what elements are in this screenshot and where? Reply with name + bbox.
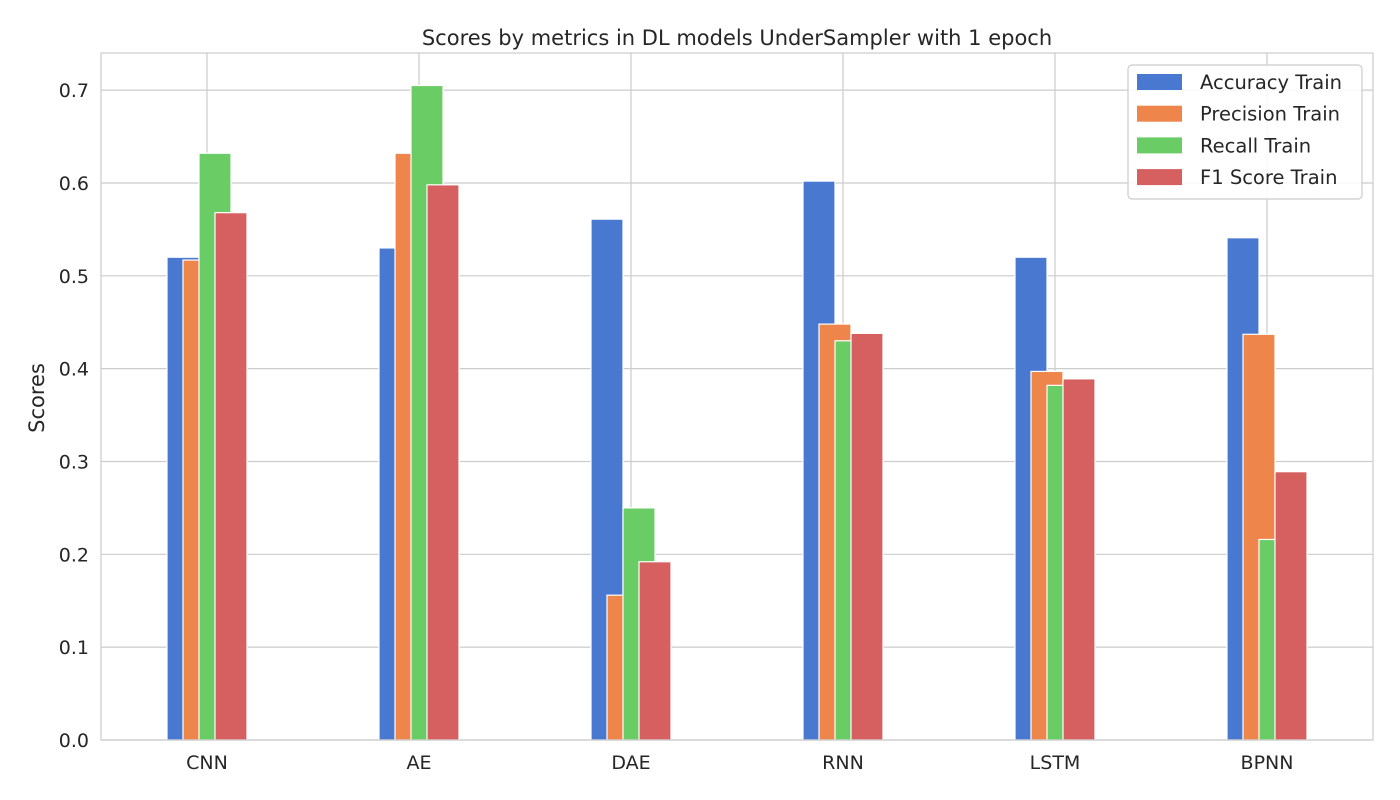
x-tick-label: AE: [406, 752, 431, 774]
x-tick-label: BPNN: [1241, 752, 1294, 774]
legend: Accuracy Train Precision Train Recall Trai…: [1127, 64, 1363, 200]
x-tick-label: DAE: [611, 752, 650, 774]
bar: [1062, 378, 1096, 741]
y-tick-label: 0.3: [59, 451, 89, 473]
legend-swatch: [1137, 169, 1182, 186]
y-tick-label: 0.2: [59, 544, 89, 566]
chart-title: Scores by metrics in DL models UnderSamp…: [422, 26, 1052, 50]
y-tick-label: 0.0: [59, 730, 89, 752]
bar: [638, 561, 672, 741]
bar: [850, 332, 884, 741]
x-tick-label: RNN: [822, 752, 864, 774]
bar: [1274, 471, 1308, 741]
legend-swatch: [1137, 105, 1182, 122]
legend-label: Accuracy Train: [1200, 71, 1342, 94]
x-tick-label: CNN: [186, 752, 228, 774]
y-tick-label: 0.5: [59, 266, 89, 288]
legend-box: [1127, 64, 1363, 200]
y-tick-label: 0.6: [59, 173, 89, 195]
x-tick-label: LSTM: [1030, 752, 1081, 774]
axis-ticks: 0.0 0.1 0.2 0.3 0.4 0.5 0.6 0.7 CNN AE DAE RNN LSTM B…: [59, 80, 1294, 774]
bar: [426, 184, 460, 741]
bar: [214, 212, 248, 741]
legend-label: F1 Score Train: [1200, 166, 1337, 189]
y-tick-label: 0.7: [59, 80, 89, 102]
y-tick-label: 0.1: [59, 637, 89, 659]
legend-swatch: [1137, 74, 1182, 90]
plot-frame: [100, 52, 1374, 741]
legend-label: Recall Train: [1200, 134, 1311, 157]
legend-swatch: [1137, 137, 1182, 154]
legend-label: Precision Train: [1200, 103, 1340, 126]
y-axis-label: Scores: [25, 363, 49, 433]
y-tick-label: 0.4: [59, 359, 89, 381]
bars: [166, 84, 1308, 741]
